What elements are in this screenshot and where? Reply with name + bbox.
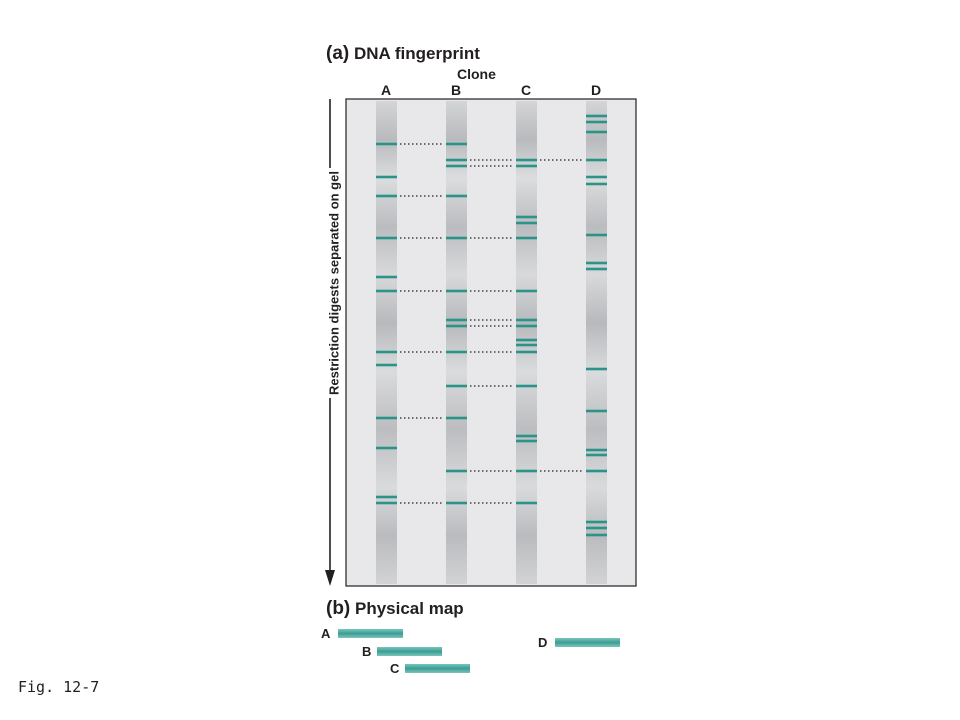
panel-a-tag: (a) bbox=[326, 43, 350, 64]
band-lane-c bbox=[516, 343, 537, 347]
band-lane-d bbox=[586, 130, 607, 134]
band-lane-a bbox=[376, 142, 397, 146]
lane-label-b: B bbox=[450, 82, 462, 98]
band-lane-d bbox=[586, 114, 607, 118]
band-lane-c bbox=[516, 439, 537, 443]
band-links bbox=[400, 143, 583, 504]
band-lane-d bbox=[586, 469, 607, 473]
band-lane-d bbox=[586, 409, 607, 413]
band-lane-a bbox=[376, 236, 397, 240]
band-lane-d bbox=[586, 267, 607, 271]
lane-a bbox=[376, 101, 397, 584]
band-lane-d bbox=[586, 453, 607, 457]
clone-label: Clone bbox=[457, 66, 496, 82]
band-lane-b bbox=[446, 164, 467, 168]
gel-bands bbox=[376, 114, 607, 537]
band-lane-b bbox=[446, 318, 467, 322]
band-lane-b bbox=[446, 289, 467, 293]
band-lane-d bbox=[586, 367, 607, 371]
band-lane-a bbox=[376, 363, 397, 367]
band-lane-c bbox=[516, 221, 537, 225]
band-lane-d bbox=[586, 120, 607, 124]
band-lane-a bbox=[376, 289, 397, 293]
band-lane-c bbox=[516, 289, 537, 293]
band-lane-c bbox=[516, 215, 537, 219]
band-lane-a bbox=[376, 495, 397, 499]
band-lane-c bbox=[516, 318, 537, 322]
band-lane-a bbox=[376, 194, 397, 198]
band-lane-b bbox=[446, 384, 467, 388]
band-lane-d bbox=[586, 182, 607, 186]
band-lane-c bbox=[516, 384, 537, 388]
panel-a-text: DNA fingerprint bbox=[353, 44, 480, 63]
band-lane-d bbox=[586, 526, 607, 530]
band-lane-b bbox=[446, 236, 467, 240]
lane-label-c: C bbox=[520, 82, 532, 98]
band-lane-b bbox=[446, 416, 467, 420]
y-axis-arrowhead bbox=[325, 570, 335, 586]
figure-caption: Fig. 12-7 bbox=[18, 678, 100, 696]
lane-label-a: A bbox=[380, 82, 392, 98]
band-lane-d bbox=[586, 261, 607, 265]
map-bar-b bbox=[377, 647, 442, 656]
band-lane-d bbox=[586, 158, 607, 162]
map-bar-d bbox=[555, 638, 620, 647]
lane-b bbox=[446, 101, 467, 584]
band-lane-c bbox=[516, 350, 537, 354]
lane-d bbox=[586, 101, 607, 584]
band-lane-a bbox=[376, 501, 397, 505]
band-lane-a bbox=[376, 275, 397, 279]
band-lane-d bbox=[586, 448, 607, 452]
band-lane-a bbox=[376, 350, 397, 354]
band-lane-c bbox=[516, 434, 537, 438]
band-lane-d bbox=[586, 520, 607, 524]
band-lane-b bbox=[446, 194, 467, 198]
lane-c bbox=[516, 101, 537, 584]
y-axis-label-text: Restriction digests separated on gel bbox=[326, 168, 342, 398]
band-lane-b bbox=[446, 501, 467, 505]
map-bar-c bbox=[405, 664, 470, 673]
band-lane-c bbox=[516, 236, 537, 240]
band-lane-b bbox=[446, 469, 467, 473]
lane-label-d: D bbox=[590, 82, 602, 98]
band-lane-c bbox=[516, 338, 537, 342]
band-lane-b bbox=[446, 350, 467, 354]
band-lane-d bbox=[586, 533, 607, 537]
band-lane-c bbox=[516, 164, 537, 168]
band-lane-a bbox=[376, 175, 397, 179]
map-label-c: C bbox=[390, 661, 400, 676]
panel-b-title: (b) Physical map bbox=[326, 598, 464, 620]
band-lane-b bbox=[446, 324, 467, 328]
band-lane-d bbox=[586, 233, 607, 237]
band-lane-d bbox=[586, 175, 607, 179]
map-label-d: D bbox=[538, 635, 548, 650]
band-lane-a bbox=[376, 446, 397, 450]
map-label-a: A bbox=[321, 626, 331, 641]
panel-b-tag: (b) bbox=[326, 598, 351, 619]
panel-a-title: (a) DNA fingerprint bbox=[326, 43, 480, 65]
band-lane-b bbox=[446, 158, 467, 162]
band-lane-c bbox=[516, 324, 537, 328]
band-lane-c bbox=[516, 501, 537, 505]
band-lane-b bbox=[446, 142, 467, 146]
band-lane-c bbox=[516, 469, 537, 473]
band-lane-c bbox=[516, 158, 537, 162]
band-lane-a bbox=[376, 416, 397, 420]
map-label-b: B bbox=[362, 644, 372, 659]
map-bar-a bbox=[338, 629, 403, 638]
panel-b-text: Physical map bbox=[355, 599, 464, 618]
